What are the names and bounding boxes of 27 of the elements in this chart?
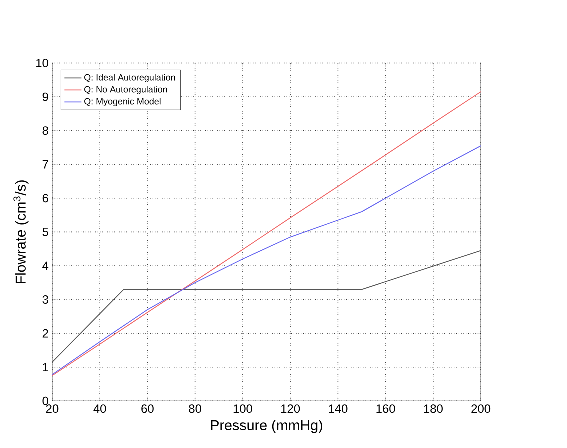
x-axis-title: Pressure (mmHg) <box>211 420 322 434</box>
x-tick-label: 140 <box>329 404 348 414</box>
x-tick-label: 40 <box>94 404 106 414</box>
y-tick-label: 5 <box>42 228 48 236</box>
x-tick-label: 120 <box>281 404 300 414</box>
y-tick-label: 6 <box>42 194 48 203</box>
y-tick-label: 3 <box>42 296 48 304</box>
y-tick-label: 9 <box>42 92 48 102</box>
y-tick-label: 1 <box>43 363 48 372</box>
y-tick-label: 10 <box>36 59 48 68</box>
legend-label: Q: No Autoregulation <box>84 86 168 95</box>
x-tick-label: 80 <box>189 404 202 414</box>
x-tick-label: 180 <box>424 404 443 414</box>
x-tick-label: 60 <box>142 404 154 414</box>
y-tick-label: 0 <box>42 396 48 406</box>
legend-label: Q: Myogenic Model <box>84 98 161 107</box>
x-tick-label: 200 <box>472 404 491 414</box>
y-tick-label: 7 <box>42 160 48 169</box>
line-series <box>52 146 482 376</box>
y-tick-label: 2 <box>42 329 48 338</box>
legend-label: Q: Ideal Autoregulation <box>84 74 176 83</box>
y-tick-label: 8 <box>42 126 48 136</box>
x-tick-label: 160 <box>376 404 396 414</box>
x-tick-label: 20 <box>46 404 59 414</box>
y-axis-title: Flowrate (cm$^{3}$/s) <box>14 180 29 284</box>
x-tick-label: 100 <box>234 404 252 414</box>
y-tick-label: 4 <box>42 262 49 270</box>
